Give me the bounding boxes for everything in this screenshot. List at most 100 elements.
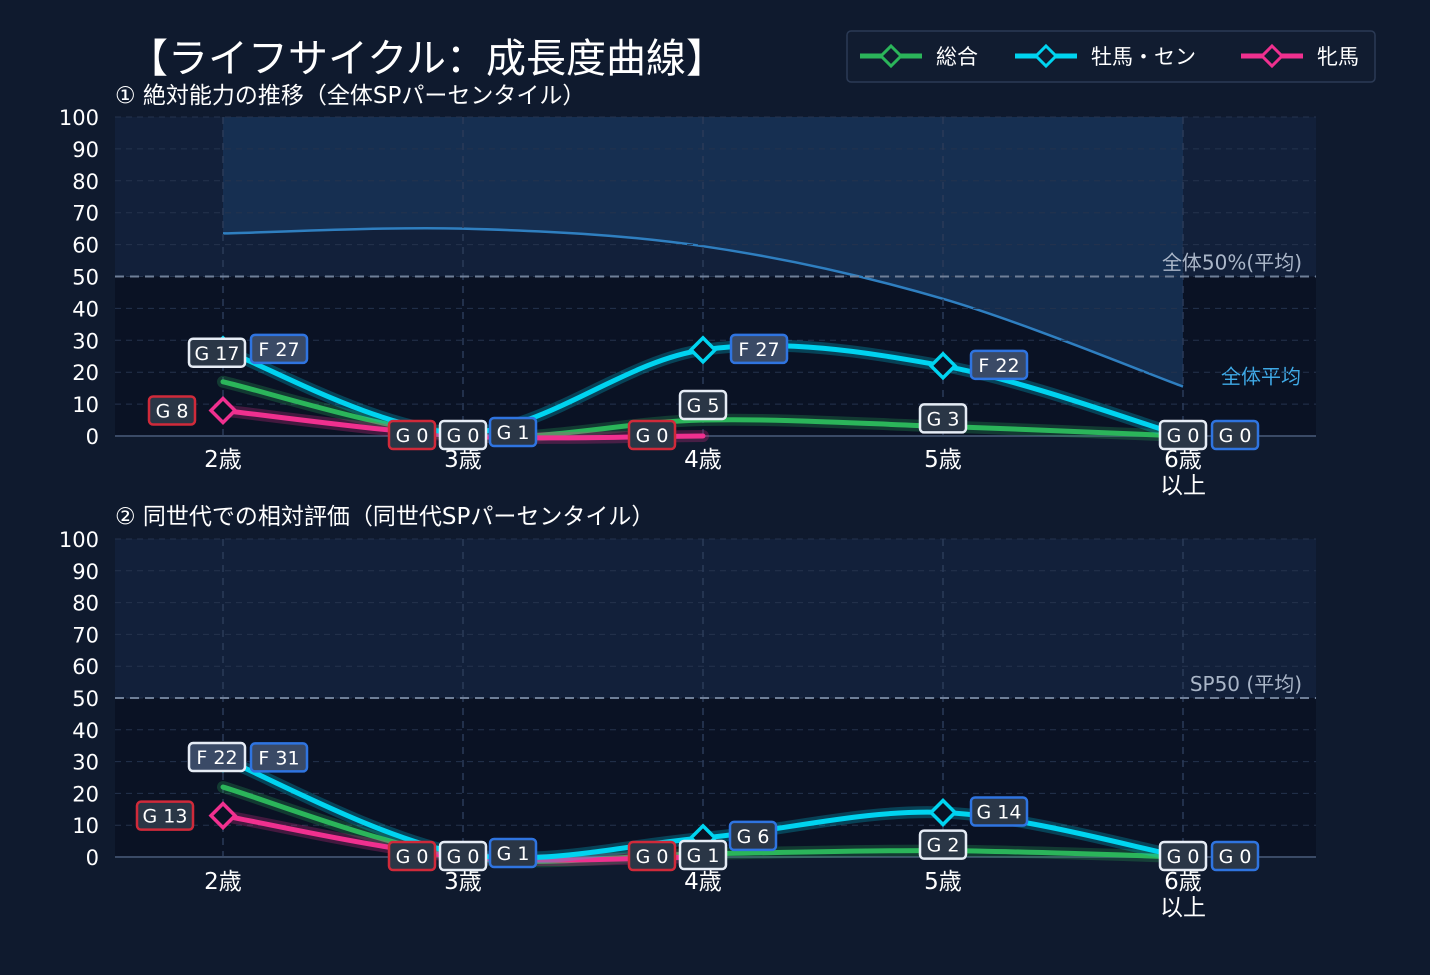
data-label-1-0: F 27	[258, 339, 299, 361]
data-label-box-0-3	[918, 403, 968, 434]
data-label-box-1-0	[249, 333, 309, 365]
data-label-1-0: F 31	[258, 747, 299, 769]
y-tick-label: 0	[86, 846, 99, 870]
x-tick-label: 5歳	[924, 447, 962, 473]
data-label-0-4: G 0	[1167, 425, 1200, 447]
data-label-box-1-2	[729, 333, 789, 365]
figure-title: 【ライフサイクル：成長度曲線】	[128, 36, 726, 82]
data-label-1-4: G 0	[1219, 846, 1252, 868]
data-label-0-3: G 3	[927, 408, 960, 430]
y-tick-label: 50	[72, 266, 99, 290]
y-tick-label: 30	[72, 329, 99, 353]
data-label-box-0-1	[438, 419, 488, 451]
data-label-box-1-0	[249, 742, 309, 773]
x-tick-label: 2歳	[204, 869, 242, 895]
chart-panel-1: 全体平均 0 10 20 30 40 50 60 70 80 90 100 全体50%(平均) ① 絶対能…	[59, 83, 1316, 499]
data-label-box-0-2	[678, 839, 728, 871]
legend-label-0: 総合	[936, 45, 978, 69]
y-tick-label: 40	[72, 719, 99, 743]
y-tick-label: 60	[72, 234, 99, 258]
data-label-0-0: G 17	[195, 343, 240, 365]
y-tick-label: 90	[72, 138, 99, 162]
data-point-2-0	[208, 801, 238, 831]
data-label-box-2-0	[147, 395, 197, 426]
data-label-box-2-0	[135, 800, 195, 831]
data-label-box-2-1	[387, 840, 437, 872]
upper-zone	[115, 539, 1316, 698]
data-label-1-1: G 1	[497, 422, 530, 444]
legend-marker-2	[1259, 43, 1285, 69]
band-label: 全体平均	[1221, 365, 1301, 389]
legend-frame	[846, 30, 1376, 83]
chart-title: ② 同世代での相対評価（同世代SPパーセンタイル）	[115, 504, 654, 530]
reference-label: 全体50%(平均)	[1162, 251, 1302, 275]
data-label-0-3: G 2	[927, 835, 960, 857]
data-label-0-0: F 22	[196, 747, 237, 769]
data-label-1-1: G 1	[497, 843, 530, 865]
data-label-box-1-3	[969, 349, 1029, 381]
data-label-2-1: G 0	[396, 425, 429, 447]
data-label-box-2-2	[627, 419, 677, 451]
data-label-box-1-4	[1210, 840, 1260, 872]
data-label-2-2: G 0	[636, 846, 669, 868]
y-tick-label: 100	[59, 528, 99, 552]
y-tick-label: 50	[72, 687, 99, 711]
data-point-2-0	[208, 396, 238, 425]
data-label-2-1: G 0	[396, 846, 429, 868]
y-tick-label: 60	[72, 655, 99, 679]
x-tick-label: 以上	[1160, 895, 1206, 921]
data-label-box-2-1	[387, 419, 437, 451]
y-tick-label: 30	[72, 751, 99, 775]
data-label-1-4: G 0	[1219, 425, 1252, 447]
y-tick-label: 70	[72, 623, 99, 647]
data-label-box-0-1	[438, 840, 488, 872]
x-tick-label: 5歳	[924, 869, 962, 895]
data-label-0-4: G 0	[1167, 846, 1200, 868]
legend: 総合 牡馬・セン 牝馬	[846, 30, 1376, 83]
data-label-0-2: G 5	[687, 395, 720, 417]
data-label-box-2-2	[627, 840, 677, 872]
x-tick-label: 6歳	[1164, 869, 1202, 895]
x-tick-label: 3歳	[444, 447, 482, 473]
data-label-1-3: G 14	[977, 801, 1022, 823]
data-label-1-2: F 27	[738, 339, 779, 361]
data-label-box-1-4	[1210, 419, 1260, 451]
y-tick-label: 40	[72, 297, 99, 321]
reference-label: SP50 (平均)	[1190, 672, 1302, 696]
data-label-box-0-4	[1158, 419, 1208, 451]
data-label-1-2: G 6	[737, 826, 770, 848]
x-tick-label: 4歳	[684, 447, 722, 473]
y-tick-label: 70	[72, 202, 99, 226]
legend-label-2: 牝馬	[1317, 45, 1359, 69]
data-label-0-2: G 1	[687, 845, 720, 867]
data-label-1-3: F 22	[978, 355, 1019, 377]
y-tick-label: 0	[86, 425, 99, 449]
y-tick-label: 80	[72, 170, 99, 194]
legend-marker-0	[878, 43, 904, 69]
chart-panel-2: 0 10 20 30 40 50 60 70 80 90 100 SP50 (平均) ② 同世代での相対…	[59, 504, 1316, 921]
data-label-box-0-3	[918, 829, 968, 860]
data-point-1-3	[928, 798, 958, 827]
y-tick-label: 20	[72, 361, 99, 385]
data-label-box-1-1	[488, 837, 538, 869]
data-label-0-1: G 0	[447, 846, 480, 868]
data-label-box-0-4	[1158, 840, 1208, 872]
data-label-2-0: G 13	[143, 806, 188, 828]
legend-marker-1	[1033, 43, 1059, 69]
x-tick-label: 6歳	[1164, 447, 1202, 473]
data-label-box-1-2	[728, 820, 778, 852]
data-point-1-2	[688, 335, 718, 365]
legend-label-1: 牡馬・セン	[1091, 45, 1196, 69]
x-tick-label: 以上	[1160, 473, 1206, 499]
data-label-box-1-1	[488, 416, 538, 448]
band-line	[222, 226, 1184, 388]
y-tick-label: 80	[72, 592, 99, 616]
data-label-2-0: G 8	[156, 400, 189, 422]
y-tick-label: 10	[72, 814, 99, 838]
data-label-box-0-0	[187, 741, 247, 773]
chart-title: ① 絶対能力の推移（全体SPパーセンタイル）	[115, 83, 585, 109]
data-labels: G 17 G 0 G 5 G 3 G 0 G 8 G 0 G 0 F 27 G 1 F 27 F 22…	[147, 333, 1260, 451]
x-tick-label: 2歳	[204, 447, 242, 473]
y-tick-label: 90	[72, 560, 99, 584]
data-label-0-1: G 0	[447, 425, 480, 447]
